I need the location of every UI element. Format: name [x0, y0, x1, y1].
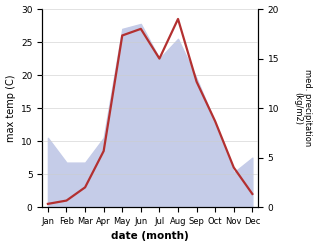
X-axis label: date (month): date (month) [111, 231, 189, 242]
Y-axis label: med. precipitation
(kg/m2): med. precipitation (kg/m2) [293, 69, 313, 147]
Y-axis label: max temp (C): max temp (C) [5, 74, 16, 142]
